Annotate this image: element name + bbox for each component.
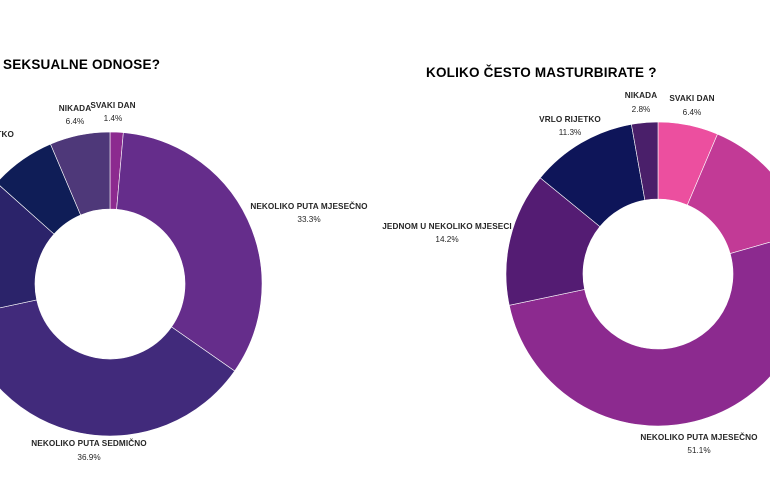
donut-slices — [505, 121, 770, 427]
donut-slices — [0, 131, 263, 437]
donut-slice-2 — [0, 299, 236, 437]
slice-label-name: NIKADA — [59, 104, 91, 113]
slice-label-name: SVAKI DAN — [90, 101, 135, 110]
slice-label-value: 51.1% — [687, 446, 710, 455]
donut-chart-masturbation: KOLIKO ČESTO MASTURBIRATE ? SVAKI DAN 6.… — [382, 65, 770, 455]
slice-label-name: NEKOLIKO PUTA MJESEČNO — [640, 431, 758, 442]
slice-label-value: 6.4% — [66, 117, 85, 126]
donut-slice-1 — [686, 133, 770, 254]
slice-label-value: 1.4% — [104, 114, 123, 123]
slice-label-name: RIJETKO — [0, 130, 15, 139]
donut-chart-sexual-relations: SEKSUALNE ODNOSE? SVAKI DAN 1.4% NEKOLIK… — [0, 57, 368, 462]
slice-label-name: NEKOLIKO PUTA SEDMIČNO — [31, 437, 147, 448]
chart-title: SEKSUALNE ODNOSE? — [3, 57, 160, 72]
donut-slice-5 — [631, 121, 659, 201]
slice-label-name: VRLO RIJETKO — [539, 115, 601, 124]
slice-label-name: SVAKI DAN — [669, 94, 714, 103]
slice-label-value: 11.3% — [559, 128, 582, 137]
slice-label-value: 2.8% — [632, 105, 651, 114]
slice-label-value: 36.9% — [77, 453, 100, 462]
donut-slice-2 — [508, 241, 770, 427]
slice-label-value: 14.2% — [435, 235, 458, 244]
slice-label-value: 33.3% — [297, 215, 320, 224]
slice-label-name: NEKOLIKO PUTA MJESEČNO — [250, 200, 368, 211]
slice-label-name: NIKADA — [625, 91, 657, 100]
donut-slice-3 — [0, 185, 55, 309]
slice-labels: SVAKI DAN 6.4% NEKOLIKO PUTA MJESEČNO 51… — [382, 91, 758, 455]
slice-labels: SVAKI DAN 1.4% NEKOLIKO PUTA MJESEČNO 33… — [0, 101, 368, 462]
slice-label-value: 6.4% — [683, 108, 702, 117]
donut-slice-1 — [116, 132, 263, 372]
chart-title: KOLIKO ČESTO MASTURBIRATE ? — [426, 65, 657, 80]
donut-slice-5 — [50, 131, 111, 216]
slice-label-name: JEDNOM U NEKOLIKO MJESECI — [382, 222, 511, 231]
